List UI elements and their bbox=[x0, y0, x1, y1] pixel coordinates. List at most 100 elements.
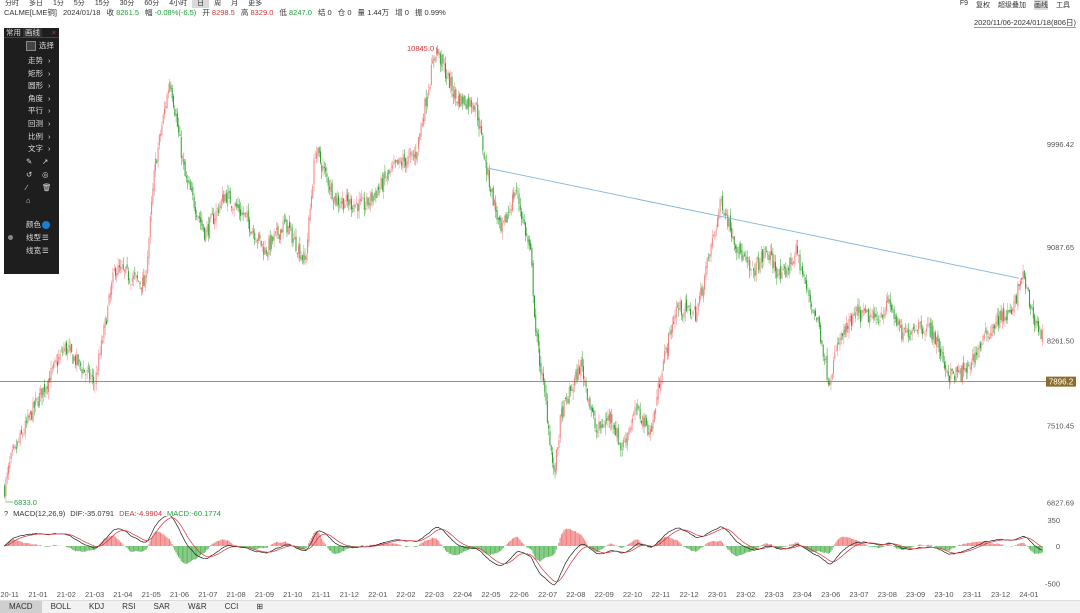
candle-body bbox=[142, 277, 144, 292]
tool-item-2[interactable]: 圆形 › bbox=[4, 80, 59, 92]
tool-item-0[interactable]: 走势 › bbox=[4, 55, 59, 67]
toolbar-right-4[interactable]: 工具 bbox=[1056, 2, 1070, 9]
arrow-icon[interactable]: ↗ bbox=[42, 157, 49, 166]
macd-bar bbox=[718, 541, 720, 546]
macd-bar bbox=[547, 546, 550, 557]
toolbar-right-3[interactable]: 画线 bbox=[1034, 0, 1048, 10]
tool-item-5[interactable]: 回测 › bbox=[4, 118, 59, 130]
brush-icon[interactable]: ∕ bbox=[26, 183, 28, 192]
timeframe-1[interactable]: 多日 bbox=[29, 0, 43, 7]
candle-body bbox=[955, 367, 957, 382]
timeframe-3[interactable]: 5分 bbox=[73, 0, 85, 7]
linewidth-setting[interactable]: 线宽 ☰ bbox=[26, 246, 49, 255]
linetype-setting[interactable]: 线型 ☰ bbox=[4, 232, 59, 244]
x-tick-label: 21-10 bbox=[283, 590, 302, 599]
indicator-tab-7[interactable]: ⊞ bbox=[256, 602, 264, 611]
candle-body bbox=[336, 198, 338, 207]
indicator-tab-6[interactable]: CCI bbox=[224, 602, 239, 611]
macd-bar bbox=[1039, 546, 1041, 554]
select-tool[interactable]: 选择 bbox=[4, 40, 59, 52]
timeframe-11[interactable]: 更多 bbox=[248, 0, 263, 7]
macd-bar bbox=[49, 546, 51, 547]
timeframe-8[interactable]: 日 bbox=[192, 0, 210, 8]
timeframe-7[interactable]: 4小时 bbox=[169, 0, 188, 7]
candle-body bbox=[927, 324, 929, 326]
trash-icon[interactable]: 🗑 bbox=[42, 183, 52, 192]
macd-bar bbox=[711, 541, 713, 546]
date-range-selector[interactable]: 2020/11/06-2024/01/18(806日) bbox=[973, 18, 1076, 28]
macd-bar bbox=[633, 540, 635, 546]
candle-body bbox=[432, 60, 434, 64]
indicator-tab-5[interactable]: W&R bbox=[187, 602, 207, 611]
candle-body bbox=[686, 299, 688, 311]
indicator-tab-0[interactable]: MACD bbox=[0, 601, 42, 613]
tool-item-3[interactable]: 角度 › bbox=[4, 93, 59, 105]
candle-body bbox=[711, 237, 713, 247]
macd-bar bbox=[518, 538, 520, 546]
candle-body bbox=[402, 157, 404, 168]
candle-body bbox=[300, 256, 302, 261]
candle-body bbox=[198, 215, 200, 219]
tab-common[interactable]: 常用 bbox=[6, 28, 21, 37]
tab-draw[interactable]: 画线 bbox=[23, 28, 42, 37]
color-setting[interactable]: 颜色 bbox=[4, 219, 59, 231]
macd-bar bbox=[946, 546, 948, 551]
x-tick-label: 23-04 bbox=[793, 590, 812, 599]
color-swatch[interactable] bbox=[42, 221, 50, 229]
pencil-icon[interactable]: ✎ bbox=[26, 157, 33, 166]
tool-item-7[interactable]: 文字 › bbox=[4, 143, 59, 155]
indicator-tab-2[interactable]: KDJ bbox=[89, 602, 105, 611]
indicator-tab-1[interactable]: BOLL bbox=[50, 602, 72, 611]
lock-icon[interactable]: ⌂ bbox=[26, 196, 31, 205]
candlestick-chart[interactable]: 7896.29996.429087.658261.507510.456827.6… bbox=[0, 28, 1080, 508]
macd-bar bbox=[479, 546, 481, 550]
tool-item-1[interactable]: 矩形 › bbox=[4, 68, 59, 80]
candle-body bbox=[335, 193, 337, 205]
macd-bar bbox=[76, 546, 78, 551]
tool-item-6[interactable]: 比例 › bbox=[4, 131, 59, 143]
toolbar-right-1[interactable]: 复权 bbox=[976, 2, 990, 9]
timeframe-10[interactable]: 月 bbox=[231, 0, 239, 7]
undo-icon[interactable]: ↺ bbox=[26, 170, 33, 179]
timeframe-5[interactable]: 30分 bbox=[119, 0, 135, 7]
candle-body bbox=[818, 316, 820, 327]
candle-body bbox=[163, 108, 165, 115]
candle-body bbox=[23, 433, 25, 435]
eye-icon[interactable]: ◎ bbox=[42, 170, 49, 179]
macd-bar bbox=[665, 536, 667, 546]
candle-body bbox=[829, 382, 831, 385]
indicator-tab-3[interactable]: RSI bbox=[122, 602, 136, 611]
candle-body bbox=[286, 219, 288, 233]
macd-bar bbox=[978, 541, 980, 546]
tool-item-4[interactable]: 平行 › bbox=[4, 105, 59, 117]
trend-line[interactable] bbox=[488, 167, 1019, 279]
candle-body bbox=[165, 105, 167, 109]
candle-body bbox=[67, 348, 69, 355]
indicator-tab-4[interactable]: SAR bbox=[153, 602, 170, 611]
toolbar-right-0[interactable]: F9 bbox=[959, 0, 968, 7]
macd-bar bbox=[782, 546, 784, 548]
timeframe-2[interactable]: 1分 bbox=[53, 0, 64, 7]
macd-bar bbox=[215, 541, 217, 546]
candle-body bbox=[274, 231, 276, 234]
timeframe-6[interactable]: 60分 bbox=[144, 0, 160, 7]
candle-body bbox=[24, 421, 26, 434]
timeframe-9[interactable]: 周 bbox=[214, 0, 222, 7]
toolbar-right-2[interactable]: 超级叠加 bbox=[998, 2, 1026, 9]
macd-bar bbox=[166, 537, 168, 546]
macd-help-icon[interactable]: ? bbox=[4, 509, 9, 518]
timeframe-4[interactable]: 15分 bbox=[94, 0, 110, 7]
macd-bar bbox=[100, 542, 102, 546]
timeframe-0[interactable]: 分时 bbox=[5, 0, 19, 7]
candle-body bbox=[582, 366, 584, 380]
line-width-icon: ☰ bbox=[42, 246, 49, 255]
macd-bar bbox=[747, 546, 749, 552]
candle-body bbox=[515, 189, 517, 191]
candle-body bbox=[518, 193, 520, 205]
candle-body bbox=[456, 101, 458, 103]
dea-line bbox=[3, 517, 1042, 583]
close-icon[interactable]: × bbox=[51, 28, 56, 37]
candle-body bbox=[303, 252, 305, 263]
macd-bar bbox=[461, 546, 463, 553]
